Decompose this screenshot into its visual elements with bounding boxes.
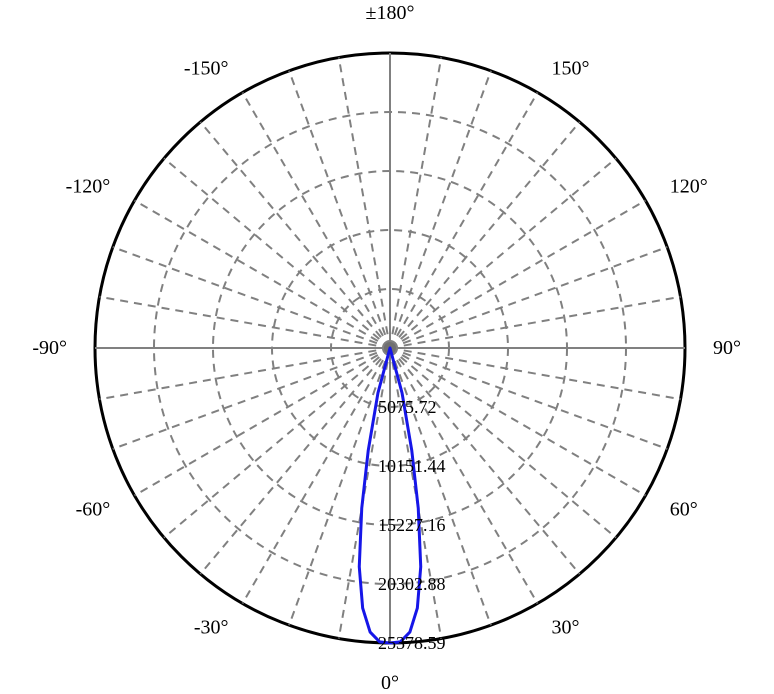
angle-label: -90°: [32, 337, 67, 359]
angle-label: 60°: [670, 499, 698, 521]
radial-tick-label: 5075.72: [378, 397, 437, 417]
angle-label: 150°: [552, 57, 590, 79]
radial-tick-label: 10151.44: [378, 456, 446, 476]
angle-label: 30°: [552, 617, 580, 639]
angle-label: -120°: [66, 176, 111, 198]
radial-tick-label: 15227.16: [378, 515, 446, 535]
polar-chart: 5075.72 10151.44 15227.16 20302.88 25378.59 ±…: [0, 0, 774, 694]
angle-label: ±180°: [366, 2, 415, 24]
angle-label: 0°: [381, 672, 399, 694]
angle-label: 120°: [670, 176, 708, 198]
radial-tick-label: 25378.59: [378, 633, 446, 653]
angle-label: -30°: [194, 617, 229, 639]
angle-label: -60°: [76, 499, 111, 521]
radial-tick-label: 20302.88: [378, 574, 446, 594]
angle-label: -150°: [184, 57, 229, 79]
angle-label: 90°: [713, 337, 741, 359]
polar-svg: 5075.72 10151.44 15227.16 20302.88 25378.59 ±…: [0, 0, 774, 694]
